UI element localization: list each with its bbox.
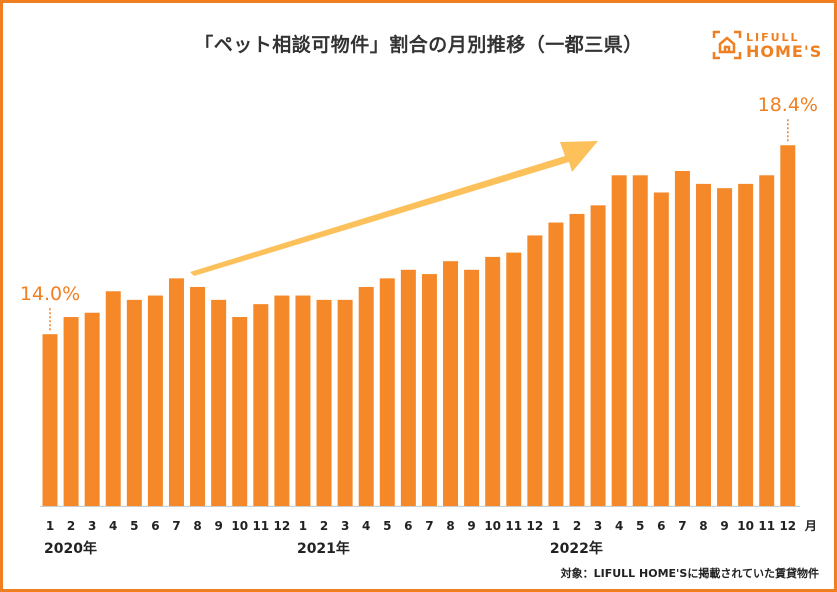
year-label: 2022年 (550, 540, 603, 557)
x-tick-label: 4 (109, 519, 117, 533)
x-tick-label: 8 (193, 519, 201, 533)
x-tick-label: 2 (67, 519, 75, 533)
lifull-homes-logo: LIFULL HOME'S (712, 30, 824, 62)
trend-arrow (190, 141, 598, 276)
year-label: 2020年 (44, 540, 97, 557)
bar (295, 295, 311, 506)
bar (653, 192, 669, 506)
bar (527, 235, 543, 507)
x-tick-label: 1 (552, 519, 560, 533)
logo-line2: HOME'S (746, 42, 823, 61)
x-tick-label: 6 (404, 519, 412, 533)
bar (105, 291, 121, 506)
bar (443, 261, 459, 506)
logo-line1: LIFULL (746, 31, 800, 44)
x-tick-label: 9 (214, 519, 222, 533)
house-icon (712, 30, 742, 60)
x-tick-label: 10 (484, 519, 501, 533)
x-tick-label: 7 (678, 519, 686, 533)
x-tick-label: 3 (341, 519, 349, 533)
x-tick-label: 7 (425, 519, 433, 533)
footnote: 対象：LIFULL HOME'Sに掲載されていた賃貸物件 (560, 567, 819, 580)
x-tick-label: 12 (779, 519, 796, 533)
x-tick-label: 5 (130, 519, 138, 533)
x-tick-label: 2 (573, 519, 581, 533)
bar (358, 286, 374, 506)
x-tick-label: 4 (362, 519, 370, 533)
x-tick-label: 11 (758, 519, 775, 533)
bar (464, 269, 480, 506)
bar (63, 317, 79, 506)
bar (400, 269, 416, 506)
bar (611, 175, 627, 506)
x-tick-label: 10 (231, 519, 248, 533)
bar (759, 175, 775, 506)
bar (232, 317, 248, 506)
x-tick-label: 10 (737, 519, 754, 533)
bar (632, 175, 648, 506)
x-tick-label: 1 (299, 519, 307, 533)
x-tick-label: 11 (252, 519, 269, 533)
x-tick-label: 7 (172, 519, 180, 533)
x-tick-label: 11 (505, 519, 522, 533)
bar (316, 299, 332, 506)
x-tick-label: 12 (526, 519, 543, 533)
x-tick-label: 1 (46, 519, 54, 533)
bar (421, 274, 437, 506)
bar (738, 183, 754, 506)
bar (485, 256, 501, 506)
x-tick-label: 9 (720, 519, 728, 533)
bar (717, 188, 733, 507)
year-label: 2021年 (297, 540, 350, 557)
bar (695, 183, 711, 506)
bar (590, 205, 606, 506)
x-tick-label: 8 (699, 519, 707, 533)
bar (274, 295, 290, 506)
bar (190, 286, 206, 506)
x-tick-label: 8 (446, 519, 454, 533)
bar (126, 299, 142, 506)
x-tick-label: 3 (88, 519, 96, 533)
bar (147, 295, 163, 506)
bar (569, 213, 585, 506)
x-tick-label: 2 (320, 519, 328, 533)
x-tick-label: 3 (594, 519, 602, 533)
x-tick-label: 4 (615, 519, 623, 533)
bar (674, 170, 690, 507)
x-tick-label: 9 (467, 519, 475, 533)
bar (548, 222, 564, 506)
bar (780, 145, 796, 506)
bar (168, 278, 184, 506)
x-tick-label: 5 (636, 519, 644, 533)
x-tick-label: 6 (151, 519, 159, 533)
chart-title: 「ペット相談可物件」割合の月別推移（一都三県） (194, 34, 643, 56)
bar (337, 299, 353, 506)
bar (253, 304, 269, 506)
bar (42, 334, 58, 506)
x-tick-label: 12 (274, 519, 291, 533)
bar (84, 312, 100, 506)
data-label: 14.0% (20, 283, 80, 305)
x-unit-label: 月 (804, 519, 817, 533)
x-tick-label: 6 (657, 519, 665, 533)
bar (506, 252, 522, 506)
bar (211, 299, 227, 506)
data-label: 18.4% (758, 94, 818, 116)
x-tick-label: 5 (383, 519, 391, 533)
bar (379, 278, 395, 506)
